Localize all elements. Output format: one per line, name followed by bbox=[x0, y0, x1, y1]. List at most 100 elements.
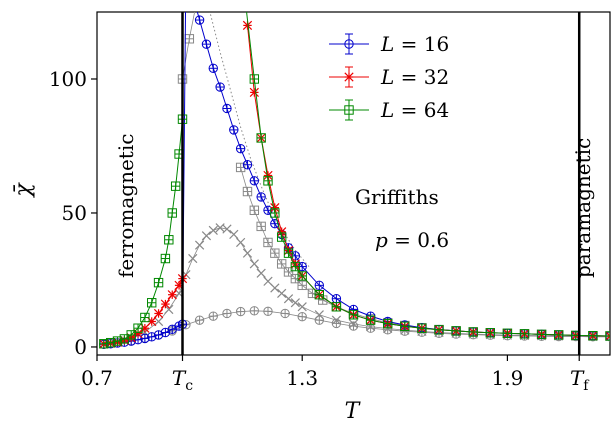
data-point bbox=[263, 306, 273, 317]
data-point bbox=[383, 318, 393, 329]
data-point bbox=[147, 298, 157, 308]
data-point bbox=[167, 208, 177, 218]
paramagnetic-label: paramagnetic bbox=[571, 138, 595, 278]
data-point bbox=[256, 268, 266, 278]
vline-layer bbox=[181, 12, 581, 355]
data-point bbox=[331, 315, 342, 325]
legend-label: L = 16 bbox=[380, 32, 449, 56]
data-point bbox=[276, 259, 287, 269]
x-axis-label: T bbox=[345, 399, 362, 424]
series-layer bbox=[99, 12, 610, 349]
data-point bbox=[263, 237, 273, 248]
griffiths-label: Griffiths bbox=[355, 185, 439, 209]
data-point bbox=[485, 328, 496, 338]
x-tick-label: Tc bbox=[172, 366, 193, 394]
data-point bbox=[242, 160, 253, 170]
data-point bbox=[297, 302, 307, 312]
data-point bbox=[434, 325, 444, 335]
y-tick-label: 50 bbox=[62, 201, 87, 225]
data-point bbox=[451, 326, 461, 336]
legend-label: L = 32 bbox=[380, 65, 449, 89]
data-point bbox=[249, 74, 260, 84]
data-point bbox=[297, 311, 307, 322]
data-point bbox=[222, 103, 232, 114]
data-point bbox=[314, 280, 324, 291]
data-point bbox=[519, 329, 530, 339]
data-point bbox=[160, 299, 171, 309]
data-point bbox=[605, 331, 610, 341]
data-point bbox=[502, 328, 513, 338]
data-point bbox=[153, 316, 164, 327]
legend-entry: L = 64 bbox=[329, 98, 449, 122]
data-point bbox=[249, 87, 259, 98]
data-point bbox=[256, 221, 266, 232]
legend-marker bbox=[344, 105, 354, 115]
legend-entry: L = 32 bbox=[329, 65, 449, 89]
data-point bbox=[222, 224, 232, 234]
data-point bbox=[167, 290, 177, 300]
data-point bbox=[290, 298, 300, 308]
guide-curve bbox=[209, 12, 310, 267]
data-point bbox=[164, 304, 174, 315]
data-point bbox=[365, 315, 376, 325]
data-point bbox=[126, 330, 136, 340]
data-point bbox=[283, 294, 294, 304]
data-point bbox=[229, 229, 239, 240]
legend-label: L = 64 bbox=[380, 98, 449, 122]
legend-marker bbox=[344, 72, 354, 82]
y-tick-label: 0 bbox=[74, 335, 87, 359]
y-tick-label: 100 bbox=[49, 67, 87, 91]
data-point bbox=[270, 248, 280, 258]
data-point bbox=[242, 20, 253, 31]
data-point bbox=[270, 283, 280, 293]
data-point bbox=[242, 186, 253, 197]
p-value-label: p = 0.6 bbox=[375, 228, 449, 252]
data-point bbox=[133, 323, 143, 333]
data-point bbox=[348, 310, 359, 320]
data-point bbox=[249, 205, 260, 215]
data-point bbox=[400, 321, 410, 332]
series-L64 bbox=[99, 12, 610, 349]
data-point bbox=[201, 231, 212, 241]
x-tick-label: 0.7 bbox=[81, 366, 113, 390]
data-point bbox=[554, 330, 564, 340]
data-point bbox=[277, 288, 287, 298]
data-point bbox=[208, 311, 218, 321]
data-point bbox=[331, 302, 342, 312]
data-point bbox=[201, 39, 212, 49]
data-point bbox=[331, 294, 342, 304]
data-point bbox=[249, 259, 259, 269]
data-point bbox=[314, 310, 324, 320]
data-point bbox=[235, 143, 246, 154]
data-point bbox=[280, 308, 290, 319]
data-point bbox=[276, 232, 287, 242]
data-point bbox=[314, 315, 324, 325]
data-point bbox=[235, 162, 246, 173]
data-point bbox=[256, 192, 266, 202]
y-axis-label: χ̄ bbox=[11, 182, 36, 199]
data-point bbox=[297, 280, 307, 291]
data-point bbox=[283, 267, 294, 277]
tick-layer: 0.7 Tc 1.3 1.9 Tf 0 50 100 bbox=[49, 67, 590, 394]
data-point bbox=[236, 237, 246, 248]
data-point bbox=[256, 133, 266, 143]
x-tick-label: 1.9 bbox=[491, 366, 523, 390]
data-point bbox=[263, 170, 273, 181]
data-point bbox=[417, 323, 427, 333]
data-point bbox=[307, 288, 318, 299]
data-point bbox=[314, 290, 325, 300]
data-point bbox=[536, 329, 547, 340]
data-point bbox=[242, 248, 253, 258]
data-point bbox=[164, 235, 174, 245]
data-point bbox=[222, 308, 232, 319]
data-point bbox=[249, 306, 260, 316]
data-point bbox=[283, 248, 294, 258]
data-point bbox=[588, 331, 598, 341]
data-point bbox=[208, 63, 218, 73]
x-tick-label: 1.3 bbox=[286, 366, 318, 390]
data-point bbox=[208, 225, 218, 236]
data-point bbox=[468, 327, 478, 337]
legend: L = 16 L = 32 L = 64 bbox=[329, 32, 449, 122]
data-point bbox=[235, 306, 246, 317]
